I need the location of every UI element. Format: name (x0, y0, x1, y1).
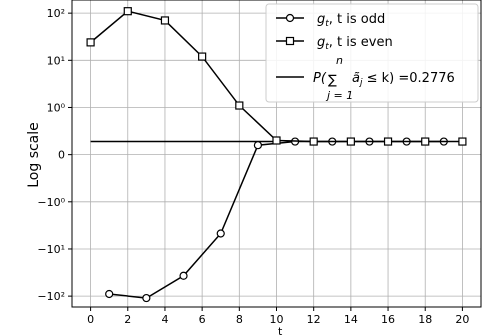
legend: gt, t is odd gt, t is even P( ∑ n j = 1 … (265, 3, 479, 103)
x-ticks: 0 2 4 6 8 10 12 14 16 18 20 (87, 307, 469, 326)
data-point-even (346, 137, 355, 146)
y-tick-label: 10¹ (47, 54, 65, 67)
data-point-even (123, 7, 132, 16)
y-tick-label: 10⁰ (47, 101, 66, 114)
x-tick-label: 18 (418, 313, 432, 326)
x-tick-label: 6 (199, 313, 206, 326)
legend-label-even: gt, t is even (317, 35, 393, 52)
y-tick-label: −10² (37, 290, 65, 303)
data-point-odd (142, 293, 151, 303)
legend-p-open: P( (313, 71, 327, 86)
data-point-odd (105, 289, 114, 299)
legend-box (265, 3, 479, 103)
x-tick-label: 4 (161, 313, 168, 326)
data-point-odd (216, 229, 225, 238)
legend-entry-probability: P( ∑ n j = 1 ãj ≤ k) =0.2776 (276, 54, 455, 102)
legend-circle-marker (285, 13, 295, 23)
y-axis-label: Log scale (26, 122, 42, 188)
data-point-even (309, 137, 318, 146)
x-tick-label: 0 (87, 313, 94, 326)
legend-label-odd: gt, t is odd (317, 12, 385, 29)
data-point-odd (253, 141, 263, 150)
x-tick-label: 8 (236, 313, 243, 326)
legend-sum-symbol: ∑ (328, 73, 337, 88)
x-tick-label: 20 (455, 313, 469, 326)
legend-entry-odd: gt, t is odd (276, 12, 385, 29)
data-point-even (160, 16, 170, 25)
x-tick-label: 12 (307, 313, 321, 326)
data-point-even (458, 137, 467, 146)
data-point-even (86, 38, 95, 47)
x-tick-label: 14 (344, 313, 358, 326)
x-tick-label: 2 (124, 313, 131, 326)
data-point-even (421, 137, 430, 146)
plot-area (86, 7, 467, 303)
y-ticks: 10² 10¹ 10⁰ 0 −10⁰ −10¹ −10² (37, 7, 72, 303)
y-tick-label: −10¹ (37, 243, 65, 256)
y-tick-label: 10² (47, 7, 65, 20)
legend-entry-even: gt, t is even (276, 35, 393, 52)
x-tick-label: 16 (381, 313, 395, 326)
y-tick-label: 0 (58, 149, 65, 162)
x-tick-label: 10 (270, 313, 284, 326)
data-point-even (272, 136, 281, 145)
y-tick-label: −10⁰ (37, 196, 65, 209)
bottom-caption-fragment: t (278, 325, 283, 335)
plot-frame (71, 0, 482, 308)
data-point-odd (179, 271, 188, 280)
data-point-even (383, 137, 393, 146)
legend-sum-upper: n (336, 54, 343, 67)
data-point-even (198, 52, 207, 61)
legend-square-marker (285, 36, 295, 46)
data-point-even (235, 101, 244, 110)
legend-sum-lower: j = 1 (325, 89, 353, 102)
legend-prob-rest: ãj ≤ k) =0.2776 (352, 71, 455, 88)
